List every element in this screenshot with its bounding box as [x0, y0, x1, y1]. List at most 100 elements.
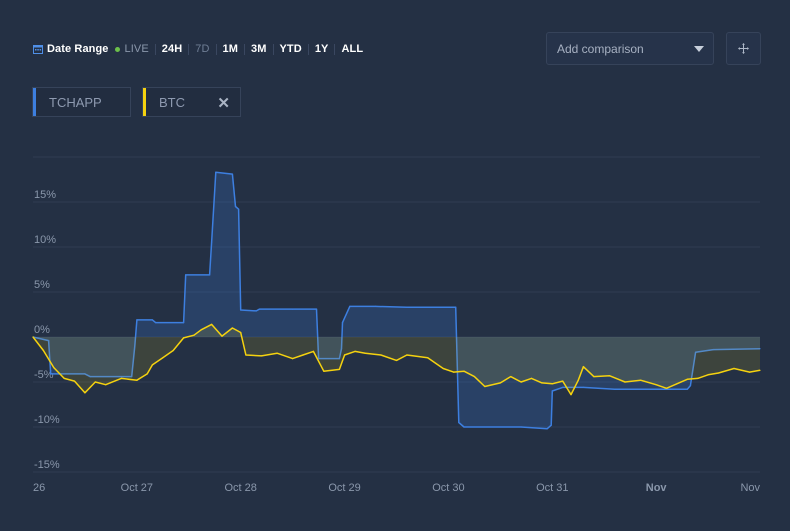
data-point-tchapp	[209, 274, 211, 276]
data-point-btc	[624, 381, 626, 383]
data-point-tchapp	[655, 388, 657, 390]
data-point-tchapp	[546, 428, 548, 430]
data-point-btc	[42, 349, 45, 352]
data-point-tchapp	[185, 274, 187, 276]
divider	[215, 43, 217, 55]
divider	[307, 43, 309, 55]
data-point-btc	[499, 382, 501, 384]
data-point-tchapp	[406, 306, 408, 308]
data-point-tchapp	[455, 306, 457, 308]
data-point-tchapp	[134, 345, 136, 347]
data-point-tchapp	[318, 358, 320, 360]
data-point-btc	[200, 329, 202, 331]
date-range-label: Date Range	[47, 43, 109, 55]
data-point-btc	[676, 383, 678, 385]
range-button-all[interactable]: ALL	[341, 43, 364, 55]
data-point-btc	[530, 377, 533, 379]
data-point-btc	[510, 376, 512, 378]
calendar-icon	[33, 45, 43, 54]
series-color-marker	[33, 88, 36, 116]
data-point-btc	[136, 379, 138, 381]
x-tick-label: 26	[33, 482, 45, 494]
data-point-tchapp	[89, 376, 91, 378]
y-tick-label: 5%	[34, 279, 50, 291]
data-point-btc	[183, 337, 185, 339]
data-point-tchapp	[131, 376, 133, 378]
data-point-btc	[105, 384, 107, 386]
date-range-button[interactable]: Date Range	[33, 43, 109, 55]
data-point-btc	[84, 392, 86, 394]
data-point-btc	[406, 354, 408, 356]
live-button[interactable]: LIVE	[114, 43, 149, 55]
range-button-7d[interactable]: 7D	[195, 43, 210, 55]
data-point-tchapp	[349, 305, 351, 307]
data-point-btc	[260, 355, 263, 357]
data-point-tchapp	[183, 322, 185, 324]
data-point-btc	[520, 381, 522, 383]
data-point-tchapp	[340, 348, 343, 350]
data-point-tchapp	[211, 241, 213, 244]
divider	[188, 43, 190, 55]
data-point-tchapp	[582, 386, 585, 388]
move-button[interactable]	[726, 32, 761, 65]
data-point-tchapp	[240, 309, 242, 311]
data-point-btc	[276, 352, 278, 354]
data-point-tchapp	[338, 358, 340, 360]
x-tick-label: Oct 29	[328, 482, 360, 494]
data-point-tchapp	[712, 349, 714, 351]
series-chip-btc[interactable]: BTC ✕	[142, 87, 241, 117]
data-point-tchapp	[136, 319, 138, 321]
data-point-btc	[53, 367, 55, 369]
data-point-btc	[245, 354, 247, 356]
data-point-btc	[240, 331, 242, 334]
data-point-tchapp	[238, 208, 240, 210]
data-point-btc	[473, 376, 475, 378]
data-point-tchapp	[562, 386, 564, 388]
range-button-1y[interactable]: 1Y	[314, 43, 329, 55]
range-button-24h[interactable]: 24H	[161, 43, 183, 55]
move-arrows-icon	[738, 43, 749, 54]
y-tick-label: 10%	[34, 234, 56, 246]
x-tick-label: Oct 27	[121, 482, 153, 494]
data-point-btc	[665, 387, 668, 389]
series-area-tchapp	[33, 172, 760, 429]
data-point-btc	[151, 364, 153, 366]
series-chip-tchapp[interactable]: TCHAPP	[32, 87, 131, 117]
data-point-btc	[463, 370, 465, 372]
add-comparison-dropdown[interactable]: Add comparison	[546, 32, 714, 65]
remove-series-icon[interactable]: ✕	[217, 95, 230, 112]
data-point-btc	[32, 336, 34, 338]
data-point-btc	[172, 349, 174, 352]
range-button-3m[interactable]: 3M	[251, 43, 267, 55]
data-point-btc	[302, 354, 304, 356]
data-point-tchapp	[614, 388, 616, 390]
x-tick-label: Nov	[740, 482, 760, 494]
data-point-btc	[312, 350, 314, 352]
x-tick-label: Oct 30	[432, 482, 464, 494]
data-point-btc	[749, 371, 751, 373]
data-point-btc	[551, 383, 553, 385]
data-point-btc	[562, 380, 564, 382]
data-point-btc	[63, 377, 65, 379]
data-point-btc	[338, 368, 340, 370]
data-point-btc	[120, 377, 122, 379]
data-point-tchapp	[463, 426, 465, 428]
data-point-tchapp	[50, 373, 52, 375]
y-tick-label: 15%	[34, 189, 56, 201]
data-point-btc	[759, 369, 761, 371]
data-point-btc	[193, 334, 195, 336]
data-point-tchapp	[255, 310, 257, 312]
data-point-btc	[427, 357, 429, 359]
y-tick-label: -15%	[34, 459, 60, 471]
data-point-tchapp	[258, 308, 260, 310]
data-point-btc	[354, 350, 356, 352]
data-point-tchapp	[551, 390, 553, 392]
data-point-tchapp	[686, 388, 688, 390]
range-button-ytd[interactable]: YTD	[279, 43, 302, 55]
data-point-tchapp	[84, 373, 86, 375]
data-point-tchapp	[48, 340, 50, 342]
data-point-btc	[570, 394, 572, 396]
range-button-1m[interactable]: 1M	[222, 43, 239, 55]
data-point-btc	[733, 367, 735, 370]
